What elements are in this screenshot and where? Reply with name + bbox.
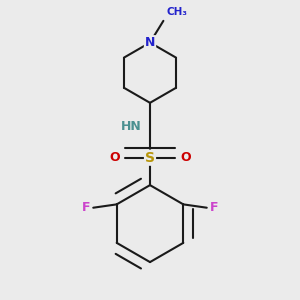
Text: S: S xyxy=(145,151,155,165)
Text: O: O xyxy=(180,151,191,164)
Text: N: N xyxy=(145,36,155,49)
Text: HN: HN xyxy=(121,120,142,134)
Text: F: F xyxy=(210,201,219,214)
Text: O: O xyxy=(109,151,120,164)
Text: F: F xyxy=(81,201,90,214)
Text: CH₃: CH₃ xyxy=(167,8,188,17)
